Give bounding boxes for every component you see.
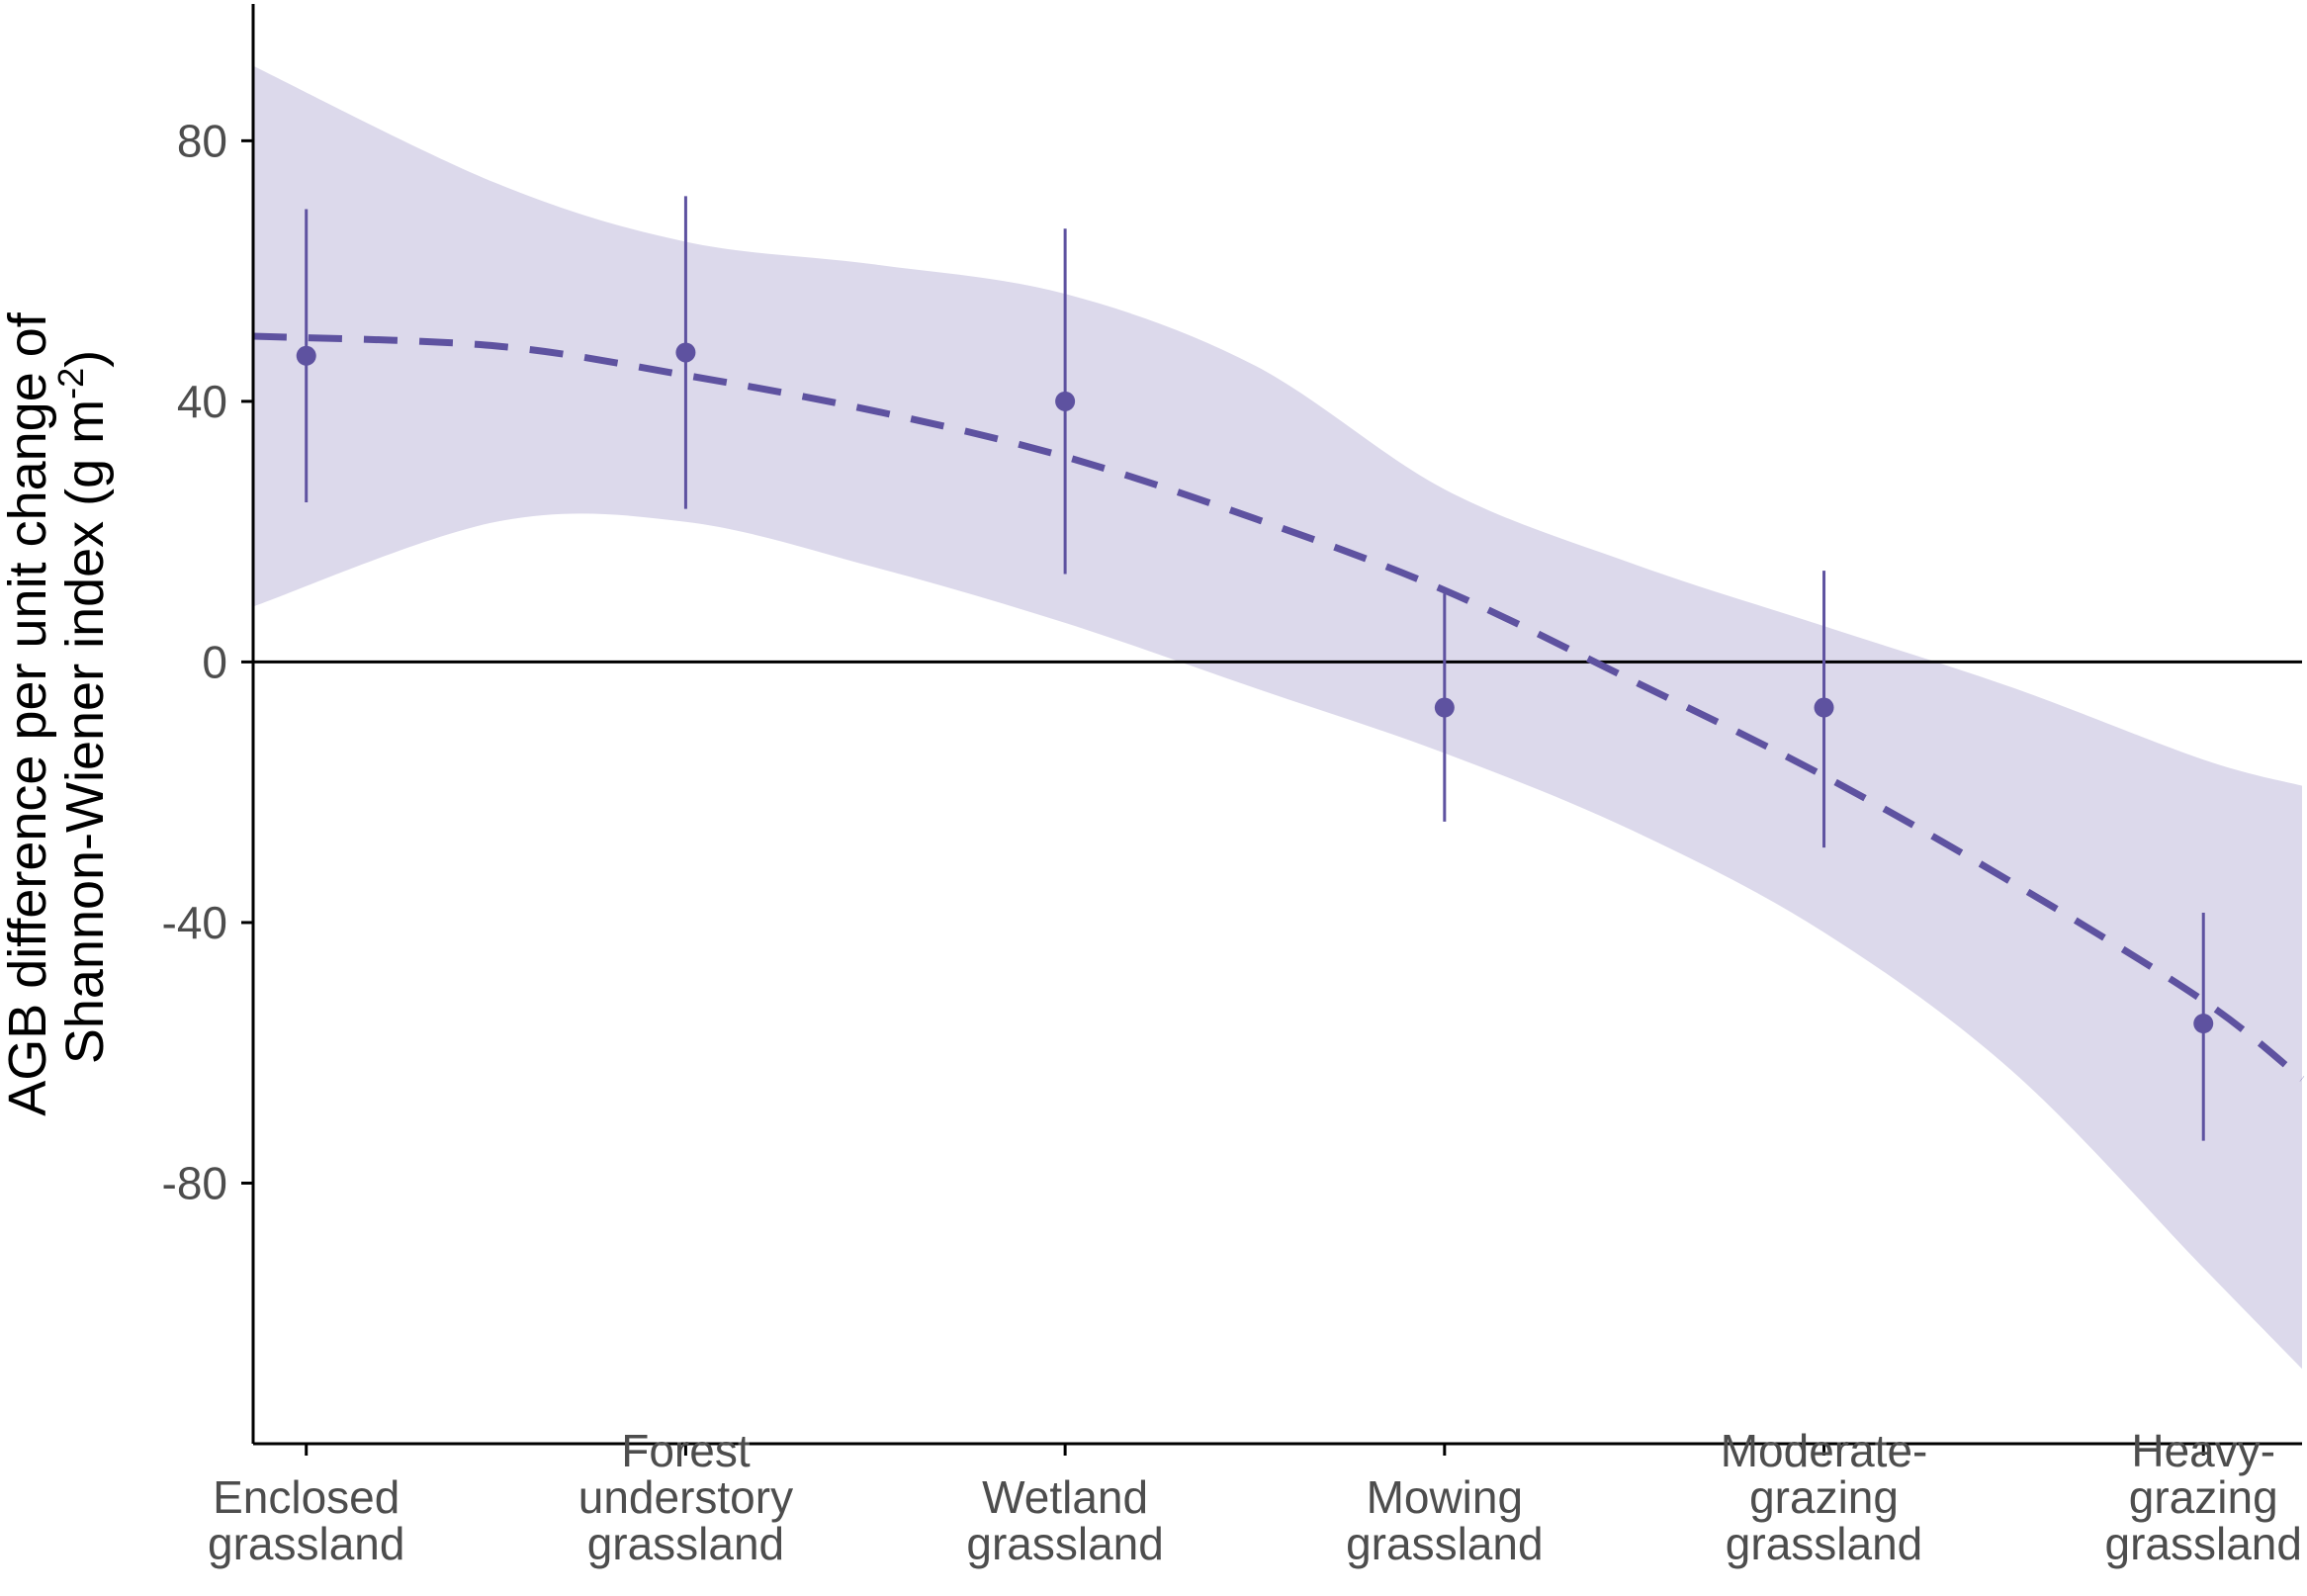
x-tick-label-line: Wetland <box>982 1471 1148 1523</box>
x-tick-label-line: grassland <box>1726 1518 1922 1569</box>
x-tick-label-line: Mowing <box>1367 1471 1524 1523</box>
y-tick-label: 0 <box>202 636 227 687</box>
data-point <box>675 342 696 363</box>
y-tick-label: 80 <box>177 115 227 166</box>
data-point-group <box>1434 593 1455 822</box>
points-layer <box>296 196 2214 1141</box>
y-axis-title-line2-suffix: ) <box>55 350 115 368</box>
x-tick-label-line: Heavy- <box>2131 1425 2275 1476</box>
data-point <box>1814 697 1834 718</box>
x-tick-label: Heavy-grazing grassland <box>2105 1425 2302 1569</box>
x-tick-label-line: grassland <box>208 1518 404 1569</box>
confidence-band-layer <box>253 65 2302 1370</box>
y-axis-title-line2: Shannon-Wiener index (g m-2) <box>50 350 115 1064</box>
x-tick-label-line: understory <box>578 1471 793 1523</box>
x-tick-label: Mowing grassland <box>1346 1471 1543 1569</box>
y-axis-title: AGB difference per unit change of Shanno… <box>0 298 115 1116</box>
dashed-fit-line <box>252 332 2305 1082</box>
x-tick-label: Forest understory grassland <box>578 1425 793 1569</box>
x-tick-label: Enclosed grassland <box>208 1471 404 1569</box>
data-point-group <box>675 196 696 509</box>
y-tick-label: 40 <box>177 376 227 427</box>
y-tick-label: -40 <box>162 897 227 948</box>
x-tick-label-line: Forest <box>621 1425 751 1476</box>
x-tick-label-line: grassland <box>966 1518 1163 1569</box>
fit-line-layer <box>252 332 2305 1082</box>
x-tick-label-line: grassland <box>1346 1518 1543 1569</box>
y-axis-title-line2-prefix: Shannon-Wiener index (g m <box>55 399 115 1064</box>
data-point <box>296 345 316 366</box>
data-point-group <box>1814 571 1834 848</box>
x-tick-label-line: grassland <box>587 1518 784 1569</box>
x-tick-label-line: grazing <box>1749 1471 1899 1523</box>
data-point-group <box>1055 228 1076 575</box>
data-point <box>2193 1014 2214 1034</box>
x-tick-label-line: Enclosed <box>213 1471 399 1523</box>
x-tick-label: Moderate-grazing grassland <box>1721 1425 1928 1569</box>
confidence-band <box>253 65 2302 1370</box>
x-tick-label: Wetland grassland <box>966 1471 1163 1569</box>
data-point-group <box>296 209 316 502</box>
y-tick-label: -80 <box>162 1157 227 1208</box>
data-point <box>1055 391 1076 411</box>
x-tick-label-line: grazing <box>2129 1471 2278 1523</box>
y-ticks: 80 40 0 -40 -80 <box>162 115 253 1208</box>
data-point <box>1434 697 1455 718</box>
y-axis-title-superscript: -2 <box>50 368 91 399</box>
data-point-group <box>2193 913 2214 1141</box>
x-tick-label-line: grassland <box>2105 1518 2302 1569</box>
x-tick-label-line: Moderate- <box>1721 1425 1928 1476</box>
y-axis-title-line1: AGB difference per unit change of <box>0 311 57 1116</box>
